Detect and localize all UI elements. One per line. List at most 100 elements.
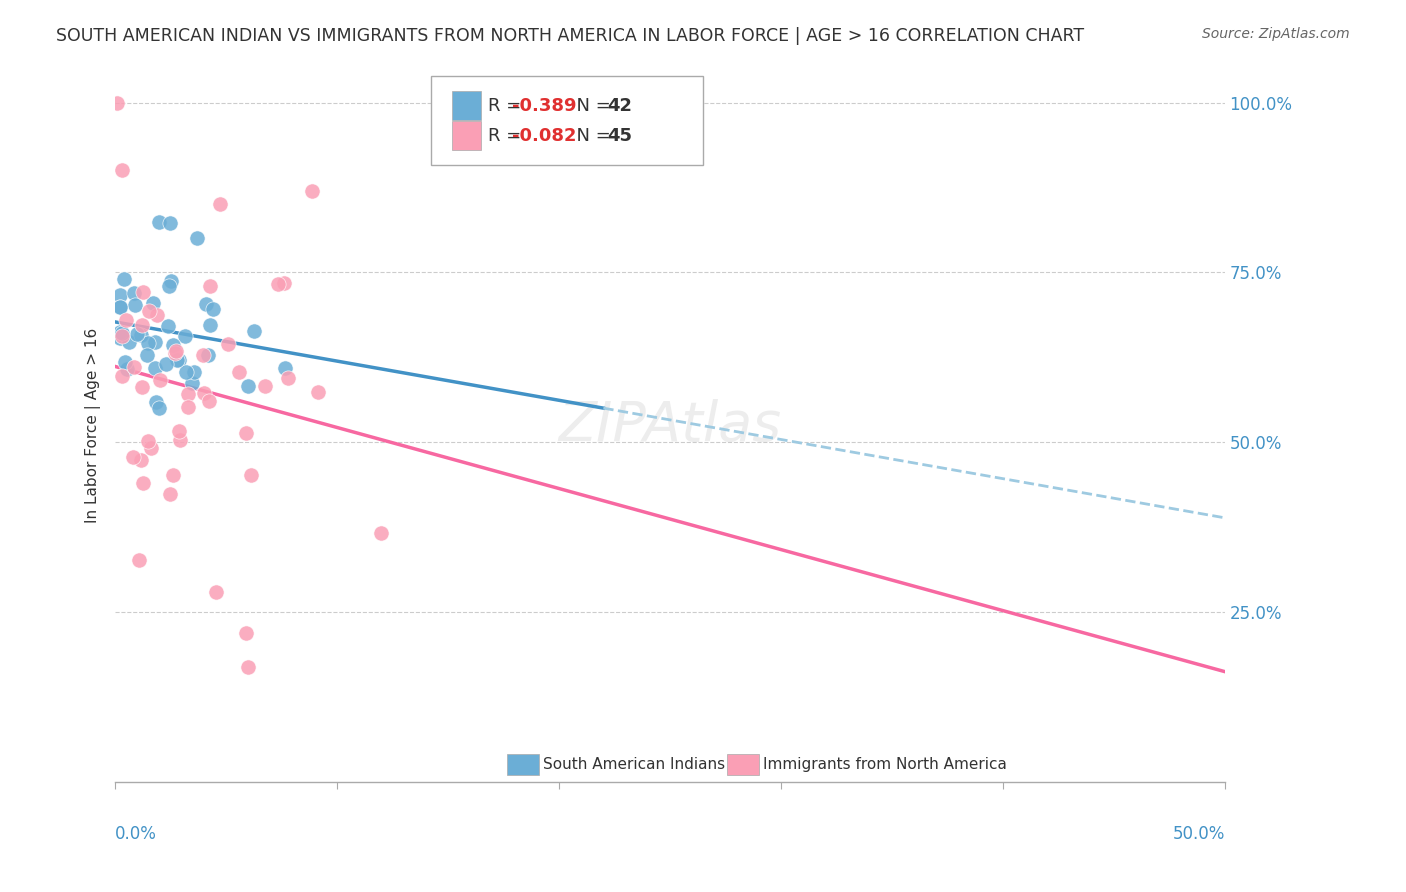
Point (165, 343, 187, 358)
Point (254, 379, 277, 393)
Point (235, 625, 257, 640)
Point (197, 394, 219, 409)
Point (117, 362, 139, 376)
Point (128, 552, 150, 566)
Point (167, 424, 190, 438)
Text: Immigrants from North America: Immigrants from North America (763, 757, 1007, 772)
Point (162, 338, 184, 352)
Point (118, 334, 141, 349)
Point (108, 287, 131, 301)
Point (205, 584, 228, 599)
Point (176, 401, 198, 415)
FancyBboxPatch shape (453, 91, 481, 120)
Point (125, 326, 148, 341)
Point (155, 357, 177, 371)
Point (143, 334, 166, 349)
Point (124, 298, 146, 312)
Point (132, 285, 155, 299)
Point (111, 163, 134, 178)
Text: -0.082: -0.082 (512, 127, 576, 145)
Point (166, 353, 188, 368)
Point (111, 329, 134, 343)
Point (301, 184, 323, 198)
Point (235, 426, 257, 441)
Point (135, 348, 157, 362)
Point (138, 304, 160, 318)
Text: N =: N = (565, 96, 616, 115)
Point (169, 352, 191, 367)
Point (177, 387, 200, 401)
Text: -0.389: -0.389 (512, 96, 576, 115)
Point (180, 376, 202, 390)
Point (124, 286, 146, 301)
Point (111, 368, 134, 383)
Point (183, 365, 205, 379)
Point (108, 331, 131, 345)
Point (108, 300, 131, 314)
Text: Source: ZipAtlas.com: Source: ZipAtlas.com (1202, 27, 1350, 41)
Point (143, 360, 166, 375)
Point (173, 329, 195, 343)
Point (236, 659, 259, 673)
Point (115, 313, 138, 327)
Point (239, 468, 262, 483)
Text: R =: R = (488, 96, 527, 115)
Point (139, 442, 162, 456)
Text: South American Indians: South American Indians (544, 757, 725, 772)
Point (129, 452, 152, 467)
Point (148, 401, 170, 415)
Point (198, 318, 221, 333)
Point (146, 308, 169, 322)
Point (169, 434, 191, 448)
Point (110, 325, 132, 339)
FancyBboxPatch shape (727, 755, 759, 775)
Point (159, 216, 181, 230)
Point (149, 373, 172, 387)
Point (370, 525, 392, 540)
Point (142, 295, 165, 310)
Point (114, 355, 136, 369)
Point (136, 434, 159, 449)
Point (191, 348, 214, 362)
Point (107, 95, 129, 110)
Point (111, 326, 134, 340)
Point (217, 337, 239, 351)
Text: 42: 42 (607, 96, 631, 115)
Point (124, 359, 146, 374)
Point (121, 450, 143, 464)
Text: R =: R = (488, 127, 527, 145)
Point (145, 395, 167, 409)
Point (157, 278, 180, 293)
Point (243, 324, 266, 338)
Point (156, 318, 179, 333)
Point (194, 296, 217, 310)
Text: 0.0%: 0.0% (115, 825, 157, 843)
Point (186, 231, 208, 245)
Text: SOUTH AMERICAN INDIAN VS IMMIGRANTS FROM NORTH AMERICA IN LABOR FORCE | AGE > 16: SOUTH AMERICAN INDIAN VS IMMIGRANTS FROM… (56, 27, 1084, 45)
Point (307, 385, 329, 400)
Point (110, 300, 132, 314)
Point (162, 467, 184, 482)
Point (208, 197, 231, 211)
FancyBboxPatch shape (453, 121, 481, 150)
Text: N =: N = (565, 127, 616, 145)
Point (160, 274, 183, 288)
Point (274, 360, 297, 375)
Point (273, 276, 295, 290)
FancyBboxPatch shape (506, 755, 538, 775)
Point (197, 348, 219, 362)
Point (266, 277, 288, 291)
Point (202, 301, 225, 316)
Point (174, 365, 197, 379)
Point (132, 475, 155, 490)
Point (136, 335, 159, 350)
Point (193, 385, 215, 400)
Point (131, 318, 153, 332)
Text: ZIPAtlas: ZIPAtlas (558, 399, 782, 452)
Y-axis label: In Labor Force | Age > 16: In Labor Force | Age > 16 (86, 327, 101, 523)
Point (148, 215, 170, 229)
Point (277, 371, 299, 385)
Point (112, 272, 135, 286)
Point (131, 380, 153, 394)
Point (129, 327, 152, 342)
